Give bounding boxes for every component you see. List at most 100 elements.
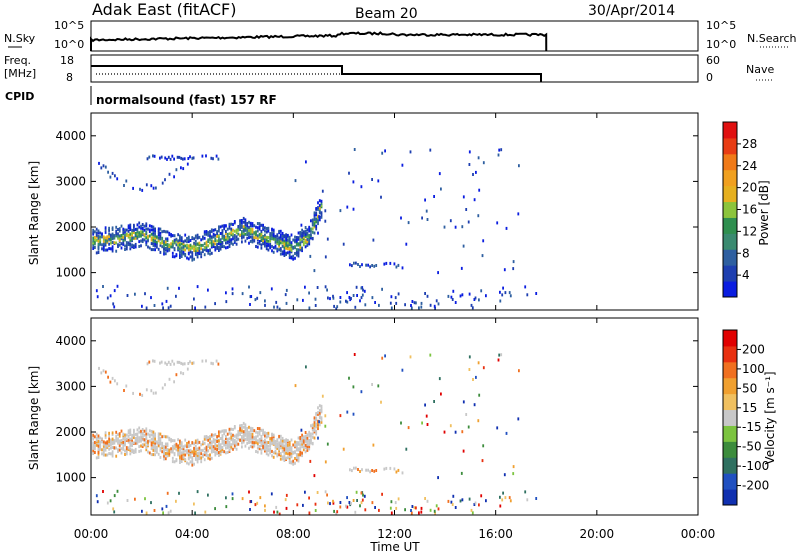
velocity-cell (339, 414, 342, 418)
velocity-cell (212, 362, 214, 366)
velocity-cell (248, 425, 250, 429)
velocity-cell (191, 458, 194, 462)
velocity-colorbar-label: Velocity [m s⁻¹] (763, 371, 777, 464)
ytick-label: 4000 (55, 129, 86, 143)
power-cell (166, 157, 168, 161)
velocity-cell (317, 436, 319, 440)
velocity-cell (233, 439, 236, 442)
power-cell (168, 246, 171, 250)
power-cell (454, 301, 457, 304)
power-cell (281, 241, 284, 245)
velocity-cell (295, 442, 298, 446)
velocity-cell (134, 432, 137, 436)
power-cell (193, 237, 195, 241)
velocity-cell (501, 498, 504, 502)
power-cell (297, 236, 300, 240)
velocity-cell (96, 500, 99, 504)
velocity-cell (351, 469, 353, 473)
velocity-cell (314, 509, 317, 512)
velocity-cell (451, 503, 454, 506)
power-cell (297, 231, 300, 235)
velocity-cell (304, 446, 307, 450)
power-cell (276, 241, 279, 245)
power-cell (361, 293, 364, 297)
power-cell (182, 240, 185, 244)
velocity-cell (150, 389, 153, 393)
velocity-cell (278, 434, 280, 438)
velocity-cell (278, 443, 280, 447)
power-cell (194, 247, 197, 251)
power-cell (145, 243, 148, 247)
power-cell (163, 252, 165, 256)
power-cell (182, 247, 185, 251)
power-cell (297, 248, 300, 252)
velocity-cell (219, 437, 222, 440)
velocity-cell (141, 435, 144, 439)
power-cell (196, 255, 199, 259)
power-cell (131, 231, 133, 235)
power-cell (410, 304, 412, 307)
power-cell (438, 172, 441, 176)
xtick-label: 08:00 (276, 527, 311, 541)
power-cell (295, 239, 298, 243)
velocity-cell (306, 442, 309, 446)
velocity-cell (308, 443, 311, 446)
velocity-cell (276, 445, 279, 449)
power-cell (258, 222, 261, 226)
velocity-cell (179, 461, 181, 464)
power-cell (249, 232, 252, 236)
velocity-cell (187, 442, 190, 446)
power-cell (249, 227, 252, 231)
power-cell (297, 237, 300, 241)
velocity-cell (324, 414, 327, 418)
velocity-cell (145, 448, 148, 452)
velocity-cell (196, 438, 199, 442)
power-cell (145, 222, 148, 226)
velocity-cell (115, 437, 118, 441)
velocity-cell (171, 447, 174, 451)
power-cell (154, 248, 156, 252)
velocity-cell (374, 506, 376, 509)
velocity-cell (205, 448, 208, 452)
power-cell (218, 235, 220, 239)
velocity-cell (209, 453, 211, 457)
velocity-cell (127, 440, 130, 444)
power-cell (210, 243, 213, 247)
velocity-cell (354, 510, 357, 514)
power-cell (179, 240, 181, 244)
power-cell (180, 246, 183, 250)
velocity-cell (194, 457, 197, 461)
power-cell (216, 232, 218, 235)
velocity-cell (118, 443, 121, 447)
xtick-label: 16:00 (478, 527, 513, 541)
power-cell (503, 268, 506, 272)
velocity-cell (267, 448, 270, 452)
velocity-cell (167, 511, 170, 515)
velocity-cell (108, 433, 110, 437)
power-cell (294, 235, 296, 239)
velocity-cell (159, 446, 162, 450)
power-cell (287, 241, 289, 245)
power-cell (148, 155, 151, 159)
velocity-cell (271, 449, 273, 453)
power-cell (147, 234, 149, 238)
power-cell (101, 243, 103, 247)
power-cell (161, 239, 164, 243)
power-cell (164, 248, 167, 252)
power-cell (170, 245, 172, 249)
power-cell (292, 257, 295, 261)
velocity-cell (131, 438, 133, 442)
velocity-cell (129, 447, 132, 451)
power-cell (126, 294, 129, 297)
power-cell (194, 252, 197, 256)
power-cell (244, 226, 247, 230)
power-cell (288, 246, 291, 250)
xtick-label: 00:00 (74, 527, 109, 541)
freq-tick-bottom: 8 (66, 71, 73, 84)
power-cell (196, 253, 199, 257)
velocity-cell (230, 443, 233, 447)
velocity-cell (147, 432, 149, 436)
velocity-cell (242, 421, 245, 425)
velocity-cell (465, 413, 468, 416)
velocity-cell (120, 429, 123, 433)
